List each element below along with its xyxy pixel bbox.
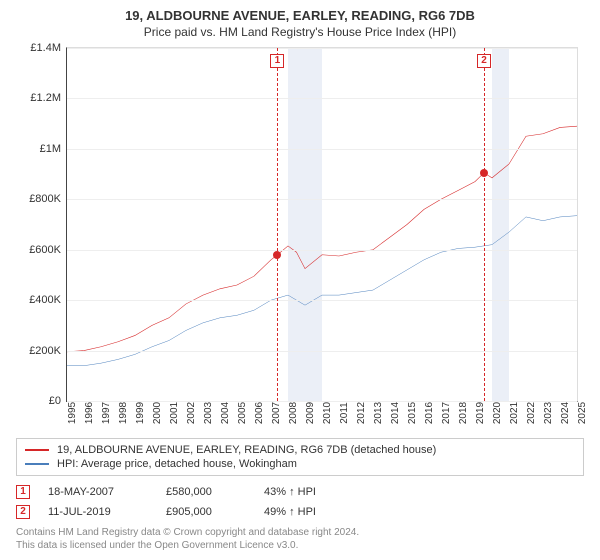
footer-line-2: This data is licensed under the Open Gov… [16,539,584,552]
xtick-label: 1995 [67,402,78,424]
sale-date: 18-MAY-2007 [48,486,148,498]
sale-marker-badge: 1 [270,54,284,68]
xtick-label: 2023 [543,402,554,424]
footer-line-1: Contains HM Land Registry data © Crown c… [16,526,584,539]
ytick-label: £200K [29,345,67,357]
legend-label-hpi: HPI: Average price, detached house, Woki… [57,458,297,470]
plot-region: £0£200K£400K£600K£800K£1M£1.2M£1.4M19951… [66,47,578,402]
xtick-label: 2022 [526,402,537,424]
ytick-label: £1.4M [30,42,67,54]
sale-index: 2 [16,505,30,519]
sale-date: 11-JUL-2019 [48,506,148,518]
xtick-label: 1997 [101,402,112,424]
xtick-label: 1998 [118,402,129,424]
xtick-label: 2018 [458,402,469,424]
title-block: 19, ALDBOURNE AVENUE, EARLEY, READING, R… [16,8,584,39]
xtick-label: 1999 [135,402,146,424]
xtick-label: 2015 [407,402,418,424]
footer: Contains HM Land Registry data © Crown c… [16,526,584,552]
xtick-label: 2012 [356,402,367,424]
ytick-label: £1.2M [30,92,67,104]
sales-row: 2 11-JUL-2019 £905,000 49% ↑ HPI [16,502,584,522]
ytick-label: £800K [29,193,67,205]
sale-marker-dot [273,251,281,259]
xtick-label: 2003 [203,402,214,424]
sale-vline [277,48,278,401]
xtick-label: 2001 [169,402,180,424]
chart-subtitle: Price paid vs. HM Land Registry's House … [16,25,584,39]
gridline-h [67,351,577,352]
sale-vline [484,48,485,401]
ytick-label: £600K [29,244,67,256]
sale-marker-badge: 2 [477,54,491,68]
legend-item-hpi: HPI: Average price, detached house, Woki… [25,457,575,471]
ytick-label: £1M [40,143,67,155]
sale-price: £905,000 [166,506,246,518]
sale-index: 1 [16,485,30,499]
legend: 19, ALDBOURNE AVENUE, EARLEY, READING, R… [16,438,584,476]
xtick-label: 2024 [560,402,571,424]
series-property [67,126,577,352]
xtick-label: 2002 [186,402,197,424]
xtick-label: 2008 [288,402,299,424]
xtick-label: 2019 [475,402,486,424]
gridline-h [67,98,577,99]
sale-marker-dot [480,169,488,177]
xtick-label: 2006 [254,402,265,424]
xtick-label: 2017 [441,402,452,424]
xtick-label: 2016 [424,402,435,424]
xtick-label: 2020 [492,402,503,424]
line-canvas [67,48,577,401]
xtick-label: 2007 [271,402,282,424]
ytick-label: £400K [29,294,67,306]
legend-item-property: 19, ALDBOURNE AVENUE, EARLEY, READING, R… [25,443,575,457]
legend-label-property: 19, ALDBOURNE AVENUE, EARLEY, READING, R… [57,444,436,456]
chart-area: £0 £200K £400K £600K £800K £1M £1.2M £1.4M 1995 1… [16,43,584,432]
series-hpi [67,216,577,366]
sale-delta: 49% ↑ HPI [264,506,364,518]
xtick-label: 2009 [305,402,316,424]
chart-title: 19, ALDBOURNE AVENUE, EARLEY, READING, R… [16,8,584,23]
xtick-label: 2021 [509,402,520,424]
ytick-label: £0 [49,395,67,407]
legend-swatch-hpi [25,463,49,465]
xtick-label: 1996 [84,402,95,424]
xtick-label: 2011 [339,402,350,424]
xtick-label: 2013 [373,402,384,424]
gridline-h [67,300,577,301]
xtick-label: 2010 [322,402,333,424]
gridline-h [67,149,577,150]
gridline-h [67,48,577,49]
sales-row: 1 18-MAY-2007 £580,000 43% ↑ HPI [16,482,584,502]
xtick-label: 2004 [220,402,231,424]
sales-table: 1 18-MAY-2007 £580,000 43% ↑ HPI 2 11-JU… [16,482,584,522]
gridline-h [67,250,577,251]
sale-price: £580,000 [166,486,246,498]
chart-container: 19, ALDBOURNE AVENUE, EARLEY, READING, R… [0,0,600,560]
sale-delta: 43% ↑ HPI [264,486,364,498]
legend-swatch-property [25,449,49,451]
xtick-label: 2014 [390,402,401,424]
xtick-label: 2025 [577,402,588,424]
xtick-label: 2005 [237,402,248,424]
gridline-h [67,199,577,200]
xtick-label: 2000 [152,402,163,424]
